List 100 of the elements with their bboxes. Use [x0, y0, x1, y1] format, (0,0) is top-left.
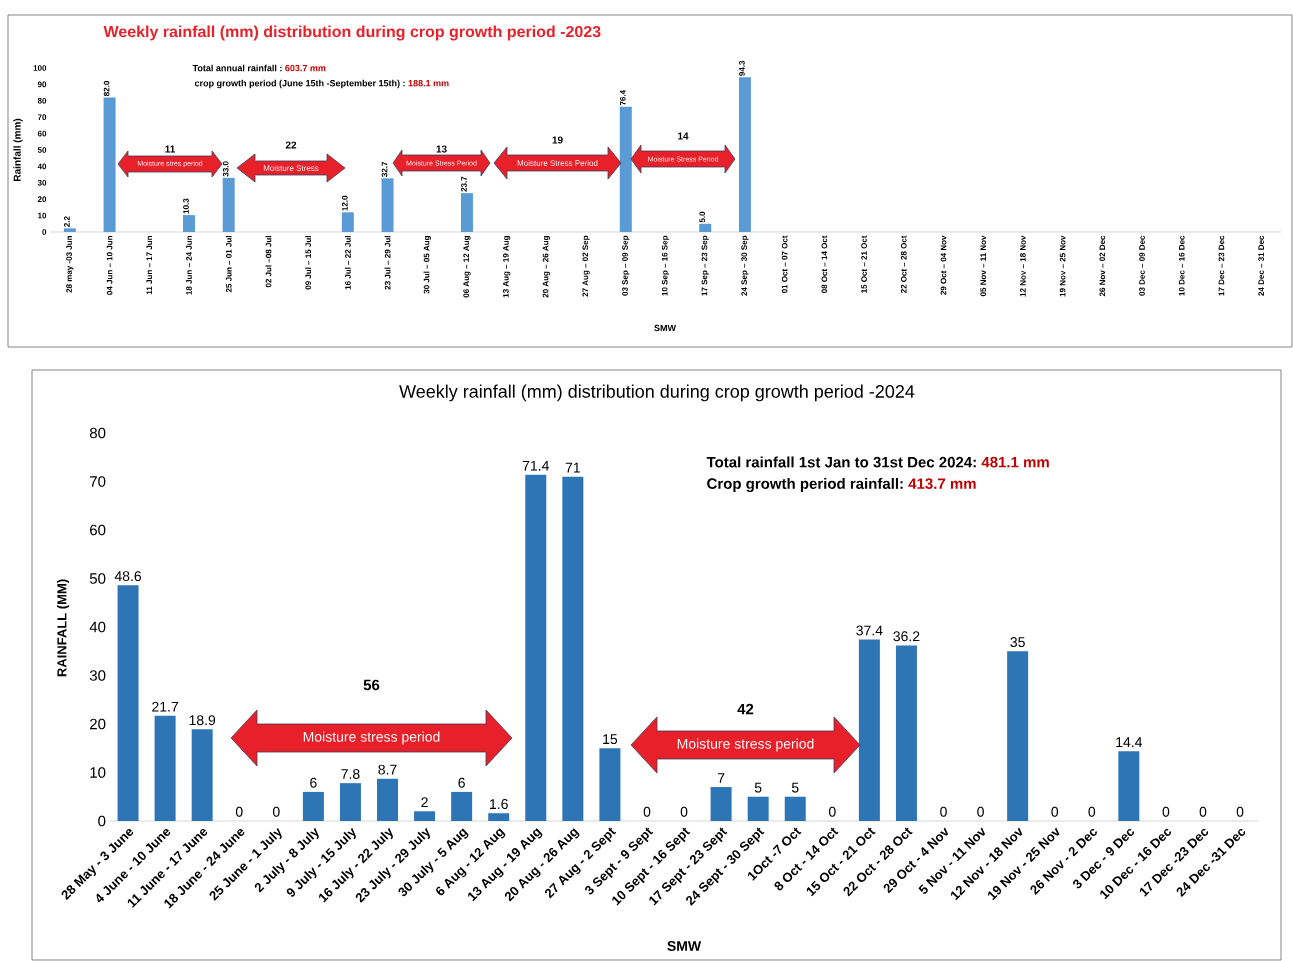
x-tick-label: 17 Dec – 23 Dec — [1218, 235, 1225, 296]
bar — [599, 748, 621, 821]
data-label: 37.4 — [856, 625, 883, 636]
bar — [562, 476, 584, 821]
x-tick-label: 15 Oct – 21 Oct — [861, 235, 867, 293]
bar — [488, 813, 510, 821]
annotation: Crop growth period rainfall: — [707, 477, 903, 493]
data-label: 14.4 — [1116, 737, 1143, 747]
y-tick-label: 80 — [89, 427, 106, 439]
data-label: 35 — [1010, 637, 1025, 648]
data-label: 0 — [643, 806, 651, 817]
bar — [619, 106, 632, 232]
x-tick-label: 29 Oct – 04 Nov — [940, 235, 947, 295]
y-tick-label: 20 — [90, 718, 106, 730]
bar — [460, 193, 473, 232]
chart-title: Weekly rainfall (mm) distribution during crop growth period -2024 — [399, 384, 915, 402]
data-label: 94.3 — [739, 60, 745, 76]
data-label: 0 — [272, 806, 280, 817]
annotation: Total rainfall 1st Jan to 31st Dec 2024: — [706, 456, 976, 468]
x-tick-label: 24 Sep – 30 Sep — [741, 235, 749, 296]
x-tick-label: 02 Jul –08 Jul — [265, 236, 272, 288]
data-label: 71 — [565, 462, 580, 473]
x-tick-label: 04 Jun – 10 Jun — [106, 236, 113, 295]
data-label: 7.8 — [341, 769, 360, 779]
x-tick-label: 12 Nov – 18 Nov — [1020, 235, 1026, 297]
bar — [222, 177, 235, 232]
annotation: Total annual rainfall : — [192, 64, 282, 72]
data-label: 82.0 — [103, 81, 110, 97]
x-axis-title: SMW — [667, 941, 702, 951]
x-tick-label: 26 Nov – 02 Dec — [1099, 235, 1106, 297]
data-label: 76.4 — [619, 89, 626, 106]
bar — [1118, 751, 1140, 821]
data-label: 71.4 — [522, 460, 549, 471]
data-label: 15 — [603, 734, 618, 745]
bar — [117, 585, 139, 821]
annotation: 603.7 mm — [285, 64, 326, 72]
annotation: 22 — [285, 141, 297, 149]
x-tick-label: 06 Aug – 12 Aug — [463, 236, 471, 298]
annotation: Moisture Stress — [263, 165, 319, 171]
data-label: 6 — [310, 777, 317, 788]
bar — [710, 787, 732, 821]
bar — [1007, 651, 1029, 821]
bar — [381, 178, 394, 232]
x-tick-label: 01 Oct – 07 Oct — [781, 235, 788, 294]
x-tick-label: 18 Jun – 24 Jun — [186, 236, 192, 295]
data-label: 0 — [1199, 806, 1207, 817]
annotation: 188.1 mm — [408, 80, 449, 87]
data-label: 7 — [717, 773, 725, 783]
bar — [154, 715, 176, 821]
y-tick-label: 30 — [89, 670, 106, 681]
x-tick-label: 19 Nov – 25 Nov — [1059, 235, 1066, 297]
data-label: 5 — [754, 782, 762, 793]
bar — [451, 791, 473, 821]
y-tick-label: 40 — [89, 621, 106, 633]
y-tick-label: 100 — [33, 65, 47, 71]
data-label: 2 — [421, 797, 428, 808]
data-label: 21.7 — [152, 701, 179, 712]
chart-title: Weekly rainfall (mm) distribution during crop growth period -2023 — [103, 25, 601, 41]
y-tick-label: 20 — [37, 196, 47, 203]
x-tick-label: 22 Oct – 28 Oct — [900, 235, 907, 294]
data-label: 6 — [458, 777, 465, 788]
data-label: 0 — [235, 806, 243, 817]
y-tick-label: 50 — [89, 573, 106, 584]
data-label: 10.3 — [183, 198, 189, 214]
x-tick-label: 03 Dec – 09 Dec — [1139, 235, 1145, 296]
annotation: 13 — [436, 145, 447, 153]
bar — [63, 228, 76, 232]
annotation: 42 — [737, 703, 754, 715]
annotation: 413.7 mm — [908, 478, 976, 489]
bar — [784, 796, 806, 821]
data-label: 23.7 — [461, 176, 467, 192]
data-label: 0 — [977, 806, 984, 817]
data-label: 0 — [940, 806, 947, 817]
bar — [699, 223, 712, 232]
x-tick-label: 20 Aug – 26 Aug — [542, 236, 551, 298]
y-tick-label: 10 — [90, 767, 106, 778]
annotation: 56 — [363, 679, 380, 691]
bar — [191, 729, 213, 821]
annotation: 11 — [165, 145, 176, 153]
annotation: 14 — [678, 132, 689, 140]
y-tick-label: 60 — [90, 524, 106, 536]
data-label: 33.0 — [222, 161, 229, 177]
annotation: 481.1 mm — [981, 456, 1049, 468]
x-tick-label: 17 Sep – 23 Sep — [701, 235, 709, 296]
y-axis-title: Rainfall (mm) — [13, 118, 23, 181]
bar — [339, 783, 361, 821]
data-label: 0 — [1051, 806, 1059, 817]
y-tick-label: 90 — [37, 81, 47, 88]
annotation: 19 — [552, 136, 563, 144]
x-tick-label: 03 Sep – 09 Sep — [622, 235, 630, 296]
data-label: 2.2 — [64, 216, 70, 227]
data-label: 0 — [680, 806, 688, 817]
data-label: 1.6 — [490, 799, 508, 810]
y-tick-label: 40 — [37, 163, 47, 170]
data-label: 36.2 — [893, 631, 920, 642]
data-label: 48.6 — [114, 571, 142, 582]
x-tick-label: 23 Jul – 29 Jul — [384, 236, 391, 290]
bar — [377, 778, 399, 821]
x-tick-label: 09 Jul – 15 Jul — [305, 236, 312, 290]
annotation: Moisture stress period — [677, 738, 814, 752]
